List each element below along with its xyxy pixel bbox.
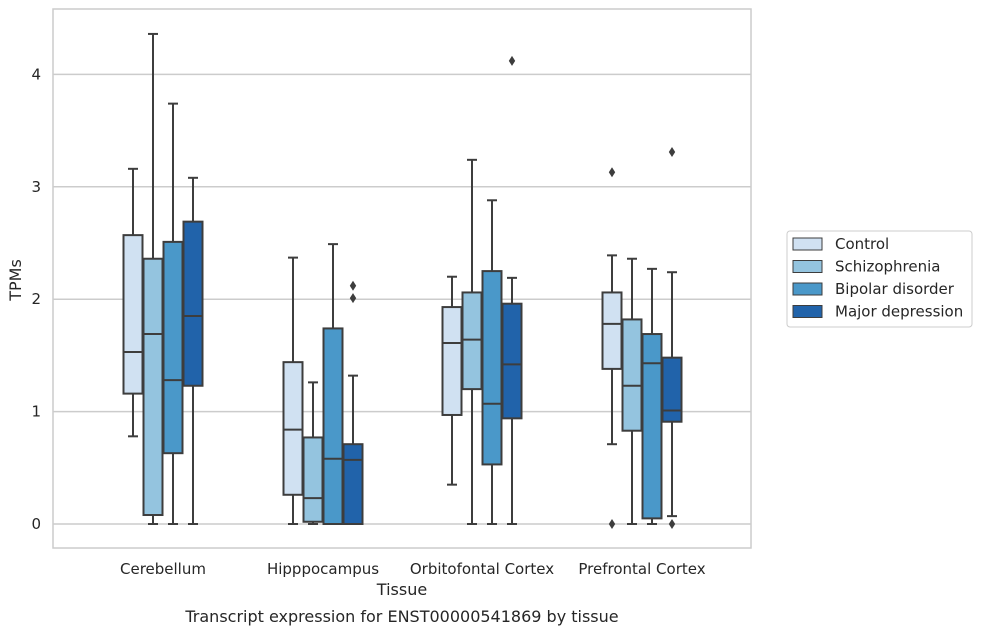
box-3-0 — [182, 176, 204, 525]
box-1-1 — [302, 381, 324, 525]
box-2-1 — [322, 243, 344, 526]
box-3-2 — [501, 55, 523, 525]
box-body — [621, 318, 643, 432]
box-body — [441, 306, 463, 416]
chart-caption: Transcript expression for ENST0000054186… — [184, 607, 618, 626]
x-axis-label: Tissue — [376, 580, 427, 599]
outlier-point — [608, 519, 616, 529]
legend-label: Schizophrenia — [835, 258, 940, 276]
box-body — [461, 291, 483, 391]
box-0-0 — [122, 167, 144, 438]
box-2-2 — [481, 199, 503, 525]
box-body — [122, 234, 144, 395]
legend-frame — [786, 230, 973, 328]
box-1-2 — [461, 158, 483, 525]
legend: Control Schizophrenia Bipolar disorder Majo… — [786, 230, 973, 328]
x-tick-label: Hipppocampus — [267, 560, 379, 578]
y-tick-labels: 0 1 2 3 4 — [31, 65, 41, 533]
box-body — [501, 302, 523, 420]
box-0-3 — [601, 167, 623, 529]
box-body — [342, 443, 364, 526]
box-body — [182, 220, 204, 387]
legend-swatch — [792, 305, 823, 318]
y-tick-label: 4 — [31, 65, 41, 83]
box-3-3 — [661, 146, 683, 529]
legend-label: Major depression — [835, 303, 963, 321]
box-groups — [122, 32, 683, 529]
outlier-point — [668, 519, 676, 529]
legend-swatch — [792, 282, 823, 296]
outlier-point — [668, 146, 676, 157]
box-body — [601, 291, 623, 370]
legend-swatch — [792, 237, 823, 251]
x-tick-label: Cerebellum — [120, 560, 206, 578]
y-tick-label: 3 — [31, 178, 41, 196]
outlier-point — [508, 55, 516, 66]
box-2-0 — [162, 102, 184, 525]
box-body — [142, 257, 164, 517]
box-body — [661, 356, 683, 423]
box-body — [282, 361, 304, 496]
box-body — [641, 333, 663, 520]
y-tick-label: 2 — [31, 290, 41, 308]
y-tick-label: 1 — [31, 403, 41, 421]
x-tick-label: Orbitofontal Cortex — [410, 560, 554, 578]
y-tick-label: 0 — [31, 515, 41, 533]
legend-swatch — [792, 260, 823, 273]
outlier-point — [608, 167, 616, 178]
box-body — [162, 240, 184, 455]
legend-label: Bipolar disorder — [835, 280, 955, 298]
outlier-point — [349, 280, 357, 291]
box-1-0 — [142, 32, 164, 525]
box-2-3 — [641, 267, 663, 525]
box-0-2 — [441, 275, 463, 486]
box-body — [481, 270, 503, 466]
outlier-point — [349, 293, 357, 304]
box-body — [322, 327, 344, 526]
legend-label: Control — [835, 235, 889, 253]
y-axis-label: TPMs — [6, 259, 25, 302]
plot-frame — [52, 8, 752, 549]
x-tick-label: Prefrontal Cortex — [578, 560, 705, 578]
box-body — [302, 436, 324, 523]
x-tick-labels: Cerebellum Hipppocampus Orbitofontal Corte… — [120, 560, 706, 578]
box-3-1 — [342, 280, 364, 526]
box-0-1 — [282, 256, 304, 525]
